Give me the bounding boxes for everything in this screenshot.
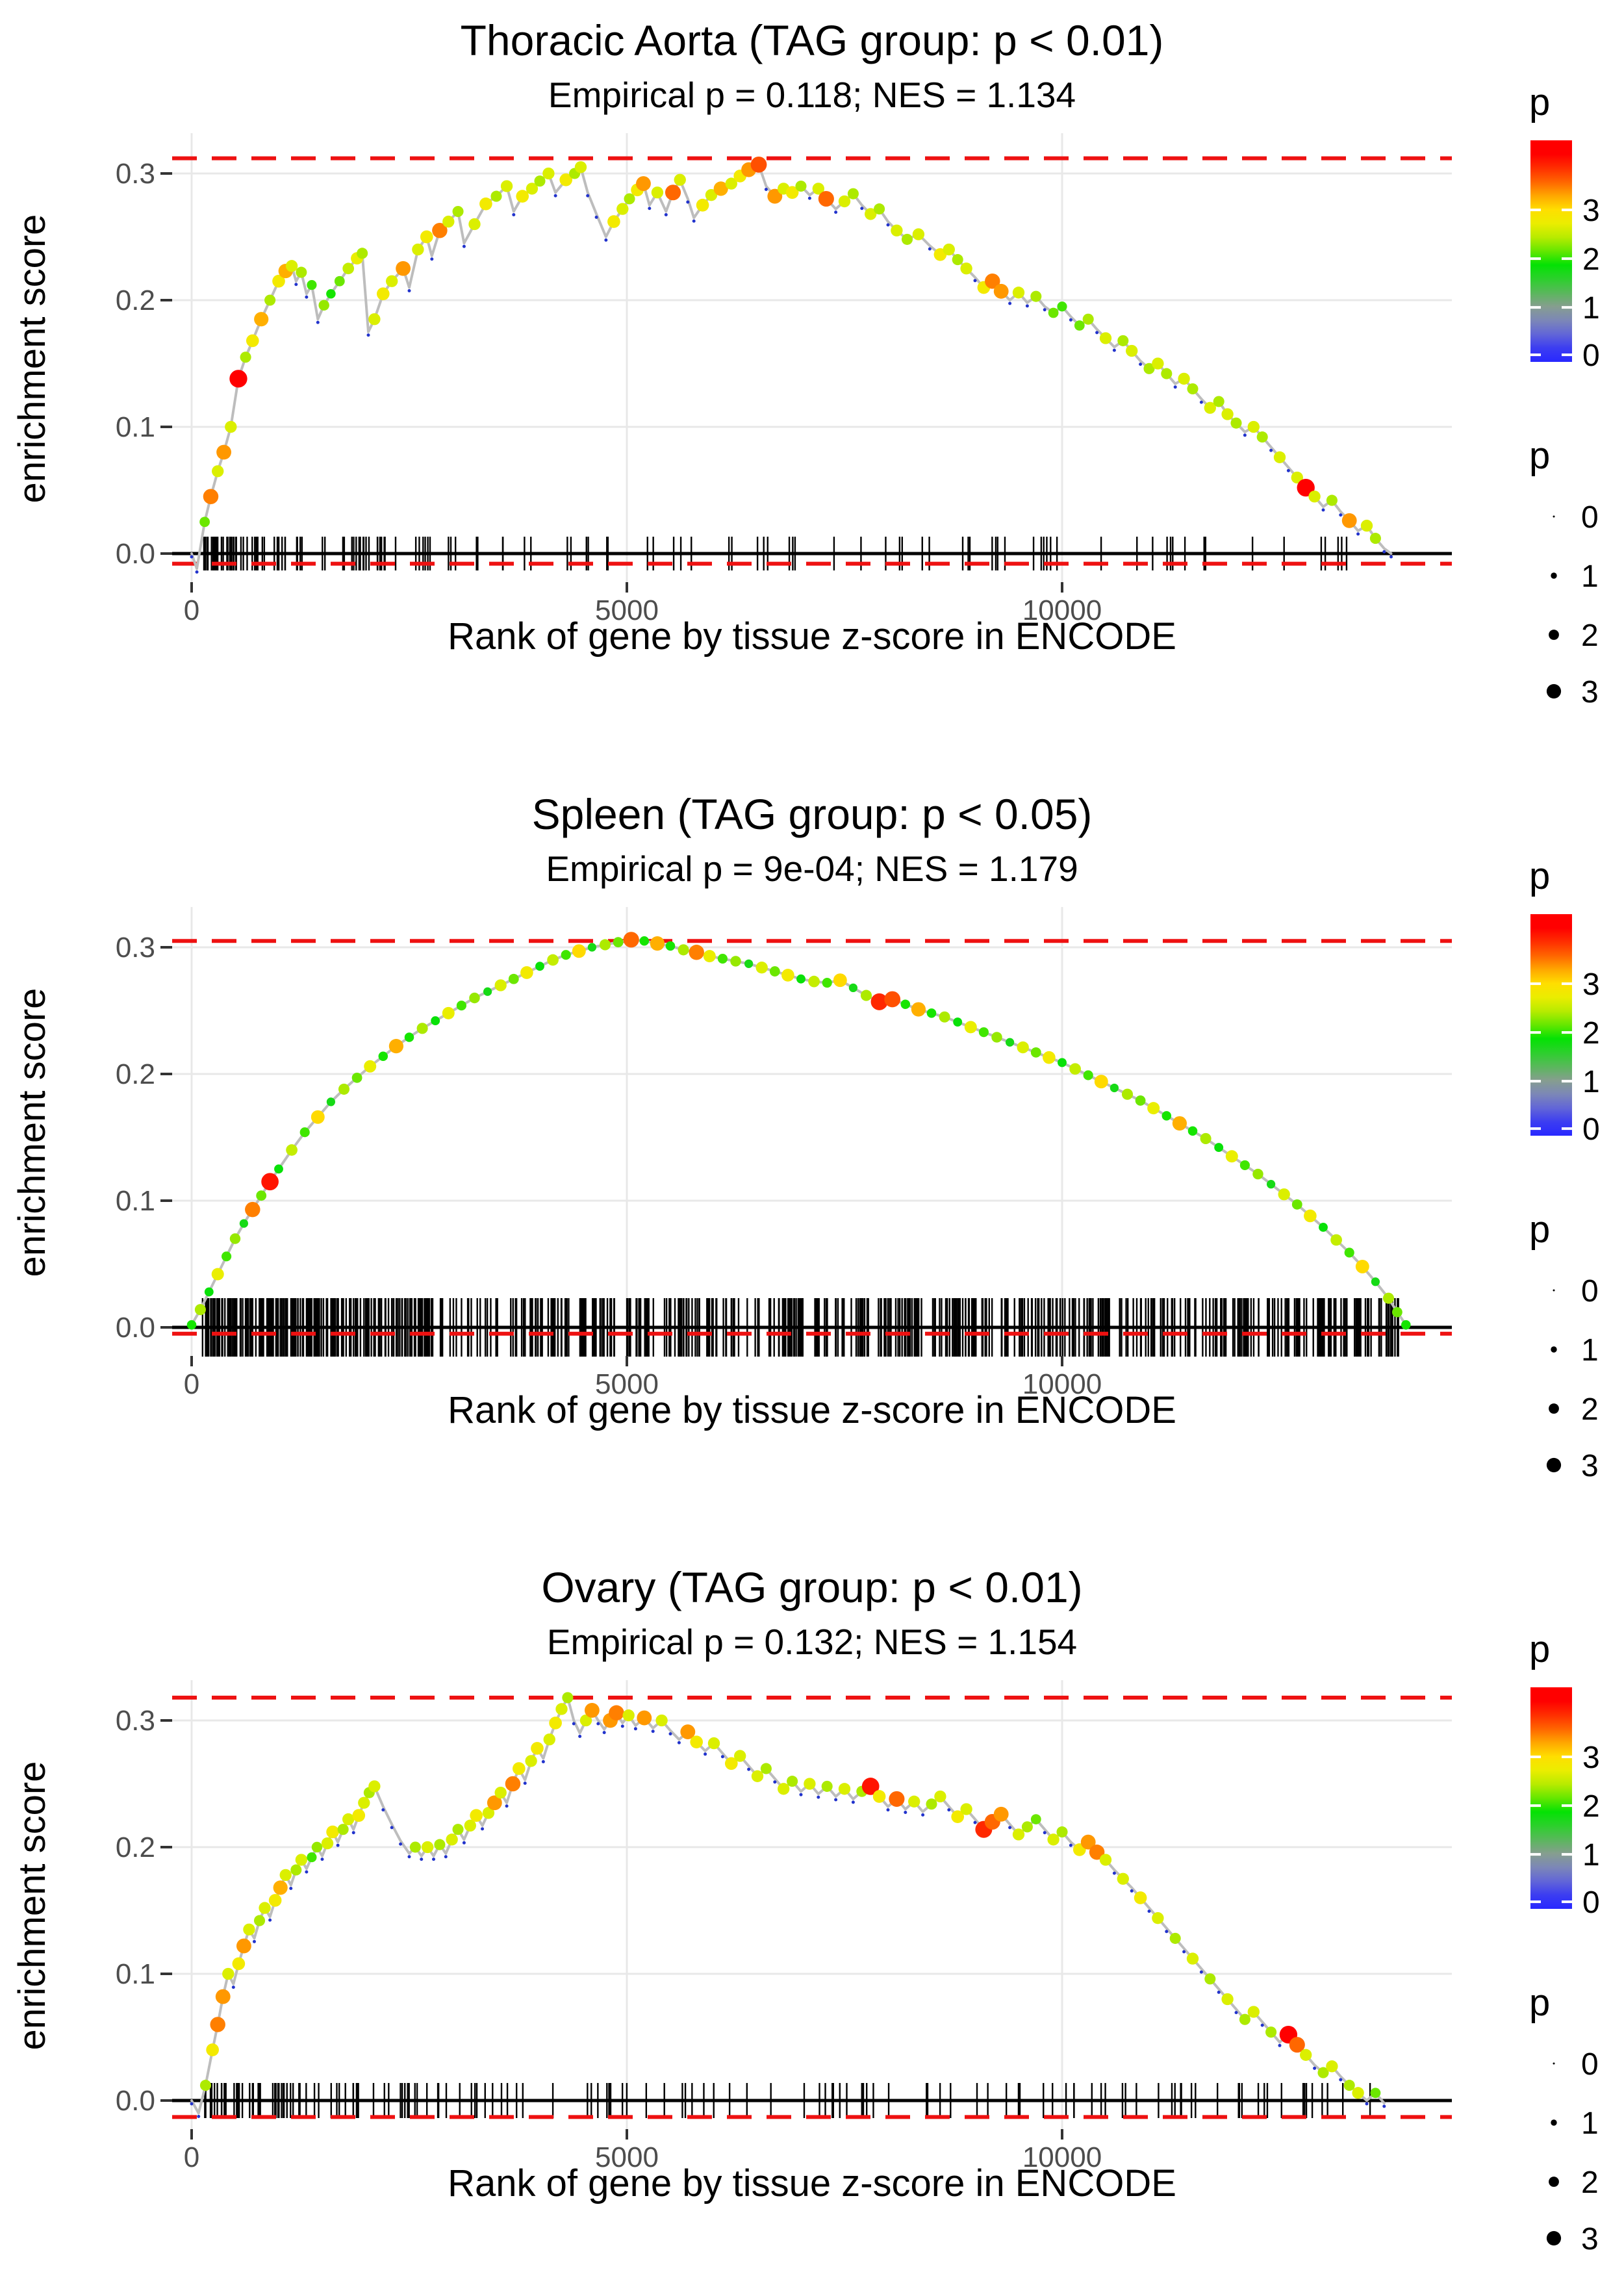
y-axis-tick-label: 0.3 bbox=[116, 158, 155, 190]
running-score-line bbox=[190, 938, 1408, 1327]
axis-ticks: 0 5000 10000 0.0 0.1 0.2 0.3 bbox=[116, 932, 1102, 1400]
y-axis-tick-label: 0.1 bbox=[116, 411, 155, 443]
x-axis-tick-label: 0 bbox=[184, 1368, 199, 1400]
color-legend: 3 2 1 0 bbox=[1530, 1687, 1600, 1920]
size-legend-title: p bbox=[1529, 435, 1551, 477]
plot-subtitle: Empirical p = 9e-04; NES = 1.179 bbox=[546, 849, 1078, 889]
color-legend-tick-label: 1 bbox=[1582, 1065, 1600, 1099]
axis-ticks: 0 5000 10000 0.0 0.1 0.2 0.3 bbox=[116, 158, 1102, 626]
size-legend-tick-label: 0 bbox=[1581, 500, 1599, 535]
panel-thoracic-aorta: Thoracic Aorta (TAG group: p < 0.01) Emp… bbox=[0, 0, 1624, 773]
size-legend-tick-label: 3 bbox=[1581, 1449, 1599, 1483]
size-legend-tick-label: 0 bbox=[1581, 2047, 1599, 2082]
color-legend-tick-label: 1 bbox=[1582, 291, 1600, 326]
y-axis-tick-label: 0.0 bbox=[116, 1312, 155, 1344]
micro-points bbox=[198, 941, 1408, 1330]
panel-ovary: Ovary (TAG group: p < 0.01) Empirical p … bbox=[0, 1547, 1624, 2274]
plot-title: Ovary (TAG group: p < 0.01) bbox=[541, 1563, 1083, 1611]
y-axis-tick-label: 0.0 bbox=[116, 2085, 155, 2117]
size-legend-title: p bbox=[1529, 1982, 1551, 2024]
gene-hit-dots bbox=[186, 932, 1411, 1330]
size-legend-tick-label: 3 bbox=[1581, 675, 1599, 709]
y-axis-tick-label: 0.1 bbox=[116, 1185, 155, 1217]
plot-subtitle: Empirical p = 0.118; NES = 1.134 bbox=[548, 75, 1076, 115]
size-legend: 0 1 2 3 bbox=[1546, 1274, 1599, 1483]
x-axis-tick-label: 5000 bbox=[595, 1368, 659, 1400]
y-axis-tick-label: 0.2 bbox=[116, 285, 155, 316]
running-score-line bbox=[190, 1696, 1386, 2115]
gene-hit-dots bbox=[199, 156, 1381, 544]
size-legend-tick-label: 3 bbox=[1581, 2222, 1599, 2256]
color-legend-tick-label: 0 bbox=[1582, 1885, 1600, 1920]
y-axis-tick-label: 0.2 bbox=[116, 1058, 155, 1090]
size-legend-tick-label: 2 bbox=[1581, 2165, 1599, 2200]
size-legend-title: p bbox=[1529, 1208, 1551, 1251]
x-axis-tick-label: 10000 bbox=[1022, 594, 1102, 626]
x-axis-tick-label: 0 bbox=[184, 2141, 199, 2173]
x-axis-tick-label: 10000 bbox=[1022, 1368, 1102, 1400]
size-legend-tick-label: 1 bbox=[1581, 1333, 1599, 1368]
grid-lines bbox=[172, 1680, 1452, 2129]
color-legend: 3 2 1 0 bbox=[1530, 140, 1600, 373]
y-axis-tick-label: 0.3 bbox=[116, 932, 155, 964]
plot-canvas-ovary: 0 5000 10000 0.0 0.1 0.2 0.3 3 2 1 0 0 1 2 3 bbox=[116, 1680, 1600, 2256]
plot-subtitle: Empirical p = 0.132; NES = 1.154 bbox=[546, 1622, 1078, 1662]
x-axis-tick-label: 5000 bbox=[595, 2141, 659, 2173]
color-legend-title: p bbox=[1529, 1628, 1551, 1670]
size-legend: 0 1 2 3 bbox=[1546, 2047, 1599, 2256]
size-legend-tick-label: 1 bbox=[1581, 2106, 1599, 2141]
micro-points bbox=[190, 1722, 1386, 2118]
x-axis-tick-label: 10000 bbox=[1022, 2141, 1102, 2173]
gene-rug bbox=[201, 1298, 1399, 1357]
color-legend-tick-label: 0 bbox=[1582, 1112, 1600, 1147]
plot-title: Spleen (TAG group: p < 0.05) bbox=[531, 790, 1093, 838]
grid-lines bbox=[172, 907, 1452, 1356]
color-legend-tick-label: 2 bbox=[1582, 242, 1600, 277]
gene-rug bbox=[204, 2083, 1371, 2118]
color-legend-tick-label: 2 bbox=[1582, 1016, 1600, 1051]
color-legend-tick-label: 2 bbox=[1582, 1789, 1600, 1824]
x-axis-tick-label: 5000 bbox=[595, 594, 659, 626]
color-legend-tick-label: 1 bbox=[1582, 1838, 1600, 1872]
running-score-line bbox=[190, 163, 1393, 570]
size-legend: 0 1 2 3 bbox=[1546, 500, 1599, 709]
x-axis-tick-label: 0 bbox=[184, 594, 199, 626]
y-axis-tick-label: 0.2 bbox=[116, 1832, 155, 1863]
size-legend-tick-label: 0 bbox=[1581, 1274, 1599, 1309]
y-axis-tick-label: 0.1 bbox=[116, 1958, 155, 1990]
x-axis-title: Rank of gene by tissue z-score in ENCODE bbox=[448, 615, 1176, 658]
plot-canvas-spleen: 0 5000 10000 0.0 0.1 0.2 0.3 3 2 1 0 0 1 2 3 bbox=[116, 907, 1600, 1483]
color-legend-title: p bbox=[1529, 81, 1551, 123]
gene-hit-dots bbox=[199, 1692, 1381, 2099]
plot-canvas-thoracic-aorta: 0 5000 10000 0.0 0.1 0.2 0.3 3 2 1 0 0 1 2 3 bbox=[116, 133, 1600, 709]
color-legend-tick-label: 0 bbox=[1582, 339, 1600, 373]
x-axis-title: Rank of gene by tissue z-score in ENCODE bbox=[448, 1389, 1176, 1431]
color-legend-tick-label: 3 bbox=[1582, 1741, 1600, 1775]
micro-points bbox=[190, 188, 1393, 574]
color-legend-tick-label: 3 bbox=[1582, 967, 1600, 1002]
size-legend-tick-label: 1 bbox=[1581, 559, 1599, 594]
y-axis-tick-label: 0.3 bbox=[116, 1705, 155, 1737]
size-legend-tick-label: 2 bbox=[1581, 619, 1599, 653]
color-legend-title: p bbox=[1529, 855, 1551, 897]
plot-title: Thoracic Aorta (TAG group: p < 0.01) bbox=[460, 16, 1164, 64]
panel-spleen: Spleen (TAG group: p < 0.05) Empirical p… bbox=[0, 774, 1624, 1547]
grid-lines bbox=[172, 133, 1452, 582]
size-legend-tick-label: 2 bbox=[1581, 1392, 1599, 1427]
color-legend-tick-label: 3 bbox=[1582, 194, 1600, 228]
color-legend: 3 2 1 0 bbox=[1530, 914, 1600, 1147]
axis-ticks: 0 5000 10000 0.0 0.1 0.2 0.3 bbox=[116, 1705, 1102, 2173]
y-axis-tick-label: 0.0 bbox=[116, 538, 155, 570]
x-axis-title: Rank of gene by tissue z-score in ENCODE bbox=[448, 2162, 1176, 2204]
